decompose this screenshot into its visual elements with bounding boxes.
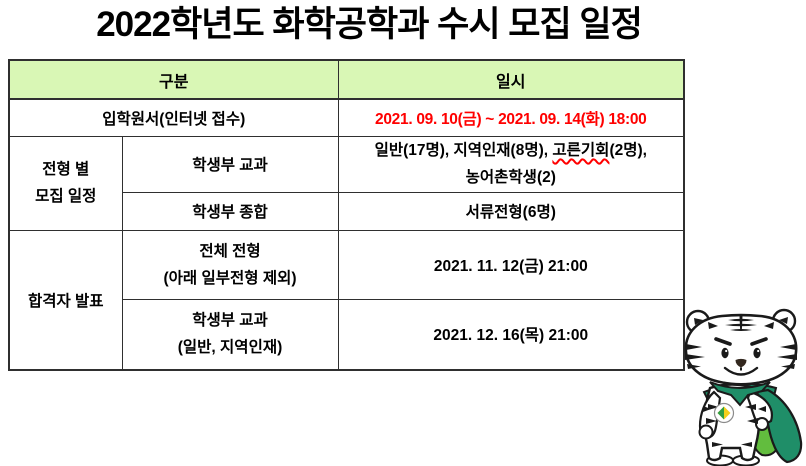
schedule-gyogwa-value-line2: 농어촌학생(2) xyxy=(465,169,556,186)
group-label-announcement: 합격자 발표 xyxy=(8,229,123,371)
announce-all-label-line1: 전체 전형 xyxy=(199,242,261,260)
table-row-announce-gyogwa: 학생부 교과 (일반, 지역인재) 2021. 12. 16(목) 21:00 xyxy=(9,298,685,371)
announce-gyogwa-value: 2021. 12. 16(목) 21:00 xyxy=(337,298,685,371)
table-row-schedule-jonghap: 학생부 종합 서류전형(6명) xyxy=(9,191,685,231)
mascot-scarf xyxy=(709,381,771,407)
mascot-head xyxy=(684,308,798,386)
column-header-datetime: 일시 xyxy=(337,59,685,100)
table-row-application: 입학원서(인터넷 접수) 2021. 09. 10(금) ~ 2021. 09.… xyxy=(8,98,685,137)
mascot-face xyxy=(714,337,768,376)
announce-all-value: 2021. 11. 12(금) 21:00 xyxy=(337,229,685,300)
mascot-forehead-stripes xyxy=(708,316,774,331)
schedule-gyogwa-value: 일반(17명), 지역인재(8명), 고른기회(2명), 농어촌학생(2) xyxy=(337,135,685,193)
admission-schedule-table: 구분 일시 입학원서(인터넷 접수) 2021. 09. 10(금) ~ 202… xyxy=(8,59,686,371)
column-header-category: 구분 xyxy=(8,59,339,100)
application-period-value: 2021. 09. 10(금) ~ 2021. 09. 14(화) 18:00 xyxy=(337,98,685,137)
schedule-gyogwa-label: 학생부 교과 xyxy=(121,135,339,193)
gyogwa-quota-part2: (2명), xyxy=(609,142,647,159)
gyogwa-quota-part1: 일반(17명), 지역인재(8명), xyxy=(374,142,553,159)
group-label-schedule-line1: 전형 별 xyxy=(42,161,90,178)
announce-all-label: 전체 전형 (아래 일부전형 제외) xyxy=(121,229,339,300)
table-row-schedule-gyogwa: 전형 별 모집 일정 학생부 교과 일반(17명), 지역인재(8명), 고른기… xyxy=(8,135,685,231)
mascot-cheek-stripes xyxy=(685,344,797,369)
mascot-body-stripes xyxy=(703,404,766,447)
page-title: 2022학년도 화학공학과 수시 모집 일정 xyxy=(96,5,643,44)
group-label-schedule-line2: 모집 일정 xyxy=(35,188,97,205)
schedule-gyogwa-value-line1: 일반(17명), 지역인재(8명), 고른기회(2명), xyxy=(343,137,680,164)
gyogwa-quota-spellchecked: 고른기회 xyxy=(552,142,610,159)
schedule-jonghap-label: 학생부 종합 xyxy=(121,191,339,231)
white-tiger-mascot xyxy=(684,308,803,466)
announce-gyogwa-label-line2: (일반, 지역인재) xyxy=(177,339,283,357)
table-row-announce-all: 합격자 발표 전체 전형 (아래 일부전형 제외) 2021. 11. 12(금… xyxy=(8,229,685,371)
announce-all-label-line2: (아래 일부전형 제외) xyxy=(163,269,297,287)
application-label: 입학원서(인터넷 접수) xyxy=(8,98,339,137)
announce-gyogwa-label-line1: 학생부 교과 xyxy=(192,312,268,330)
table-header-row: 구분 일시 xyxy=(8,59,685,100)
announce-gyogwa-label: 학생부 교과 (일반, 지역인재) xyxy=(121,298,339,371)
group-label-schedule: 전형 별 모집 일정 xyxy=(8,135,123,231)
mascot-chest-badge xyxy=(713,402,735,424)
schedule-jonghap-value: 서류전형(6명) xyxy=(337,191,685,231)
